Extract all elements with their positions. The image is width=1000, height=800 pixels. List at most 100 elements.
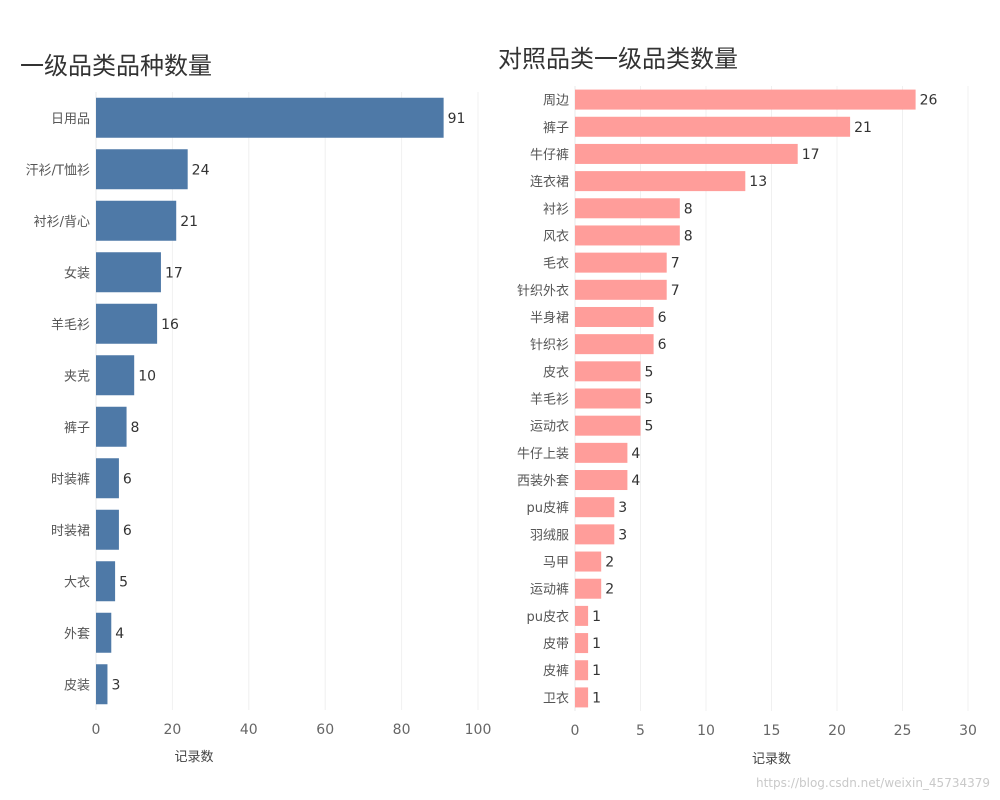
chart-2-category-label: 运动衣 — [530, 419, 569, 435]
chart-2-bar — [575, 660, 589, 681]
chart-2-category-label: 卫衣 — [543, 690, 569, 706]
watermark-text: https://blog.csdn.net/weixin_45734379 — [755, 776, 990, 790]
chart-2-value-label: 5 — [645, 392, 654, 408]
chart-1-category-label: 时装裤 — [51, 472, 90, 487]
chart-1-category-label: 女装 — [64, 265, 90, 281]
chart-2-bar — [575, 334, 654, 355]
chart-1-bar — [96, 561, 116, 602]
chart-1-bar — [96, 664, 108, 705]
chart-2-bar — [575, 116, 851, 137]
chart-2-value-label: 1 — [592, 690, 601, 706]
chart-2-value-label: 8 — [684, 228, 693, 244]
chart-2-category-label: 西装外套 — [517, 473, 569, 489]
chart-2-x-tick: 30 — [959, 723, 977, 739]
chart-1-bar — [96, 509, 119, 550]
chart-2-category-label: 牛仔裤 — [530, 148, 569, 163]
chart-2-value-label: 1 — [592, 663, 601, 679]
chart-2-bar — [575, 252, 667, 273]
chart-1-category-label: 外套 — [64, 626, 90, 642]
chart-2-bar — [575, 687, 589, 708]
chart-2-bar — [575, 388, 641, 409]
chart-2-category-label: 牛仔上装 — [517, 447, 569, 462]
chart-1-bar — [96, 612, 112, 653]
chart-2-bar — [575, 497, 615, 518]
chart-1-category-label: 皮装 — [64, 678, 90, 693]
chart-2-category-label: 羊毛衫 — [530, 392, 569, 408]
chart-1-value-label: 91 — [448, 111, 466, 127]
chart-1-value-label: 10 — [138, 368, 156, 384]
chart-2-category-label: 针织外衣 — [517, 283, 569, 299]
chart-1-category-label: 衬衫/背心 — [34, 215, 90, 230]
chart-2-value-label: 8 — [684, 201, 693, 217]
chart-1-x-tick: 0 — [92, 722, 101, 738]
chart-1-value-label: 17 — [165, 265, 183, 281]
chart-1-value-label: 4 — [115, 626, 124, 642]
chart-2-category-label: 半身裙 — [530, 310, 569, 326]
chart-1-value-label: 3 — [111, 677, 120, 693]
chart-2-value-label: 2 — [605, 582, 614, 598]
chart-2-category-label: pu皮裤 — [527, 501, 570, 516]
chart-2-category-label: 衬衫 — [543, 202, 569, 217]
chart-2-value-label: 4 — [631, 473, 640, 489]
chart-1-x-tick: 40 — [240, 722, 258, 738]
chart-2-bar — [575, 89, 916, 110]
chart-1-category-label: 时装裙 — [51, 524, 90, 539]
chart-2-bar — [575, 605, 589, 626]
chart-2-category-label: 针织衫 — [530, 338, 569, 353]
chart-1-category-label: 夹克 — [64, 369, 90, 384]
chart-1-x-tick: 100 — [465, 722, 492, 738]
chart-2-value-label: 17 — [802, 147, 820, 163]
chart-2-value-label: 5 — [645, 419, 654, 435]
chart-2-value-label: 21 — [854, 120, 872, 136]
chart-1-value-label: 16 — [161, 317, 179, 333]
chart-2-x-tick: 0 — [571, 723, 580, 739]
chart-2-value-label: 5 — [645, 364, 654, 380]
chart-2-bar — [575, 551, 602, 572]
chart-2-x-axis-label: 记录数 — [752, 752, 791, 767]
chart-2-bar — [575, 143, 798, 164]
chart-1-title: 一级品类品种数量 — [20, 52, 212, 80]
chart-2-category-label: 运动裤 — [530, 583, 569, 598]
chart-2-category-label: pu皮衣 — [527, 609, 570, 625]
chart-1-category-label: 汗衫/T恤衫 — [26, 163, 90, 178]
chart-1-category-label: 裤子 — [64, 421, 90, 436]
chart-2-value-label: 1 — [592, 636, 601, 652]
chart-2-x-tick: 15 — [763, 723, 781, 739]
chart-2-x-tick: 10 — [697, 723, 715, 739]
chart-1-category-label: 羊毛衫 — [51, 317, 90, 333]
chart-2-bar — [575, 306, 654, 327]
chart-1-bar — [96, 252, 161, 293]
chart-2-bar — [575, 470, 628, 491]
chart-2-x-tick: 25 — [894, 723, 912, 739]
chart-2-bar — [575, 361, 641, 382]
chart-1-bar — [96, 458, 119, 499]
chart-1-bar — [96, 406, 127, 447]
chart-2-value-label: 26 — [920, 93, 938, 109]
chart-1-value-label: 24 — [192, 162, 210, 178]
chart-2-bar — [575, 633, 589, 654]
chart-1-x-axis-label: 记录数 — [174, 750, 213, 765]
chart-2-category-label: 风衣 — [543, 228, 569, 244]
chart-2-value-label: 4 — [631, 446, 640, 462]
chart-2-bar — [575, 524, 615, 545]
chart-2-category-label: 周边 — [543, 94, 569, 109]
chart-2-value-label: 7 — [671, 256, 680, 272]
chart-1-x-tick: 60 — [316, 722, 334, 738]
chart-1-category-label: 日用品 — [51, 112, 90, 127]
chart-2-bar — [575, 415, 641, 436]
chart-2-bar — [575, 279, 667, 300]
chart-2-x-tick: 5 — [636, 723, 645, 739]
chart-2-value-label: 6 — [658, 310, 667, 326]
chart-2-title: 对照品类一级品类数量 — [498, 45, 738, 73]
chart-2-category-label: 马甲 — [543, 556, 569, 571]
chart-1-bar — [96, 303, 158, 344]
chart-2-x-tick: 20 — [828, 723, 846, 739]
chart-2-value-label: 1 — [592, 609, 601, 625]
chart-1-category-label: 大衣 — [64, 574, 90, 590]
chart-2-value-label: 3 — [618, 527, 627, 543]
chart-1-bar — [96, 97, 444, 138]
chart-1-value-label: 5 — [119, 574, 128, 590]
chart-2-bar — [575, 578, 602, 599]
chart-1-value-label: 21 — [180, 214, 198, 230]
